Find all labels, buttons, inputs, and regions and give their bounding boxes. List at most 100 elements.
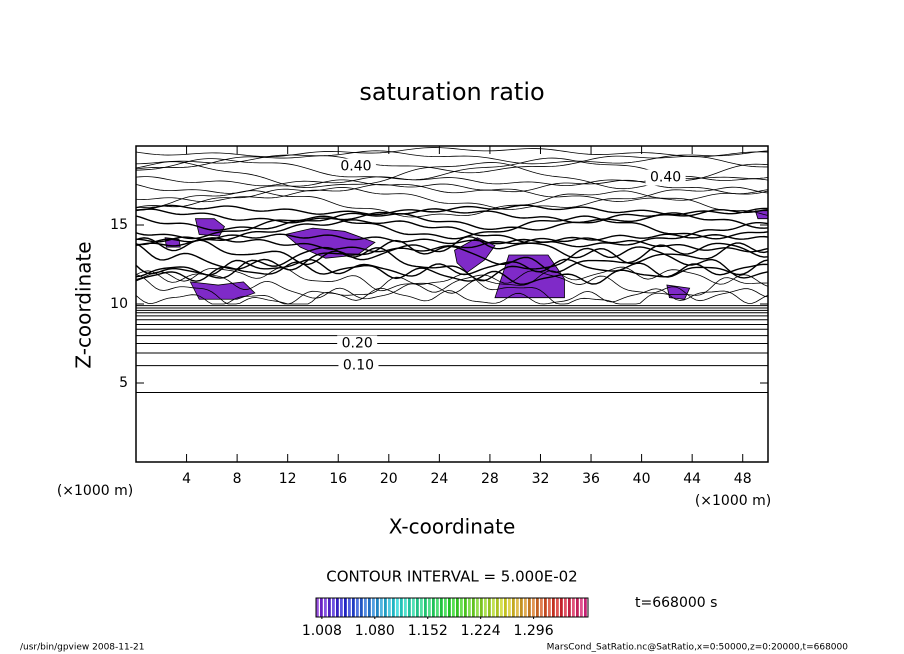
contour-line <box>135 266 769 294</box>
colorbar-cell <box>544 598 547 617</box>
colorbar-cell <box>496 598 499 617</box>
contour-line <box>135 261 769 285</box>
colorbar-cell <box>492 598 495 617</box>
colorbar-cell <box>316 598 319 617</box>
supersaturation-region <box>189 281 256 300</box>
footer-left: /usr/bin/gpview 2008-11-21 <box>20 643 144 653</box>
x-tick-label: 12 <box>279 471 297 487</box>
colorbar-cell <box>456 598 459 617</box>
chart-title: saturation ratio <box>359 78 544 106</box>
colorbar-cell <box>468 598 471 617</box>
contour-line <box>135 208 769 224</box>
contour-line <box>135 186 769 210</box>
contour-interval: CONTOUR INTERVAL = 5.000E-02 <box>326 568 577 586</box>
colorbar-cell <box>452 598 455 617</box>
contour-label: 0.40 <box>650 170 681 186</box>
colorbar-cell <box>408 598 411 617</box>
colorbar-cell <box>404 598 407 617</box>
colorbar-cell <box>424 598 427 617</box>
colorbar-cell <box>532 598 535 617</box>
contour-label: 0.40 <box>340 159 371 175</box>
x-tick-label: 36 <box>582 471 600 487</box>
colorbar-cell <box>528 598 531 617</box>
contour-line <box>135 233 769 245</box>
colorbar-cell <box>360 598 363 617</box>
y-axis-label: Z-coordinate <box>72 241 96 368</box>
colorbar-tick-label: 1.296 <box>514 623 554 639</box>
colorbar-cell <box>432 598 435 617</box>
colorbar-cell <box>508 598 511 617</box>
colorbar-cell <box>576 598 579 617</box>
colorbar-cell <box>328 598 331 617</box>
contour-line <box>135 215 769 240</box>
colorbar-cell <box>412 598 415 617</box>
colorbar-frame <box>315 597 589 618</box>
colorbar-cell <box>584 598 587 617</box>
colorbar-cell <box>332 598 335 617</box>
colorbar-cell <box>388 598 391 617</box>
colorbar-cell <box>540 598 543 617</box>
contour-line <box>135 155 769 174</box>
footer-right: MarsCond_SatRatio.nc@SatRatio,x=0:50000,… <box>547 643 849 653</box>
colorbar-cell <box>368 598 371 617</box>
colorbar-cell <box>392 598 395 617</box>
colorbar-cell <box>336 598 339 617</box>
colorbar-cell <box>500 598 503 617</box>
colorbar-cell <box>364 598 367 617</box>
supersaturation-region <box>666 284 691 300</box>
contour-label: 0.20 <box>342 336 373 352</box>
y-tick-label: 10 <box>110 296 128 312</box>
contour-label: 0.10 <box>343 358 374 374</box>
colorbar-cell <box>464 598 467 617</box>
colorbar-cell <box>572 598 575 617</box>
y-tick-label: 5 <box>119 375 128 391</box>
contour-label-bg <box>338 357 379 374</box>
contour-line <box>135 212 769 231</box>
contour-line <box>135 204 769 216</box>
colorbar-cell <box>476 598 479 617</box>
colorbar-cell <box>488 598 491 617</box>
x-tick-label: 40 <box>633 471 651 487</box>
contour-line <box>135 190 769 218</box>
x-tick-label: 48 <box>734 471 752 487</box>
colorbar-cell <box>384 598 387 617</box>
colorbar-cell <box>484 598 487 617</box>
colorbar-tick-label: 1.224 <box>461 623 501 639</box>
x-tick-label: 8 <box>233 471 242 487</box>
contour-line <box>135 147 769 158</box>
colorbar-cell <box>564 598 567 617</box>
colorbar-cell <box>480 598 483 617</box>
colorbar-cell <box>440 598 443 617</box>
time-label: t=668000 s <box>635 595 717 611</box>
colorbar-cell <box>376 598 379 617</box>
x-tick-label: 24 <box>430 471 448 487</box>
contour-line <box>135 183 769 203</box>
colorbar-cell <box>580 598 583 617</box>
colorbar-cell <box>460 598 463 617</box>
colorbar-cell <box>340 598 343 617</box>
colorbar-cell <box>472 598 475 617</box>
contour-line <box>135 246 769 282</box>
colorbar-cell <box>556 598 559 617</box>
supersaturation-region <box>494 254 565 299</box>
colorbar-cell <box>436 598 439 617</box>
supersaturation-region <box>284 227 376 259</box>
colorbar-cell <box>448 598 451 617</box>
x-tick-label: 20 <box>380 471 398 487</box>
colorbar-cell <box>552 598 555 617</box>
contour-label-bg <box>337 335 378 352</box>
colorbar-cell <box>516 598 519 617</box>
x-unit-label: (×1000 m) <box>695 493 771 509</box>
colorbar-tick-label: 1.008 <box>302 623 342 639</box>
colorbar-cell <box>380 598 383 617</box>
colorbar-cell <box>444 598 447 617</box>
colorbar-cell <box>536 598 539 617</box>
colorbar-cell <box>324 598 327 617</box>
colorbar-cell <box>420 598 423 617</box>
colorbar-cell <box>356 598 359 617</box>
colorbar-cell <box>524 598 527 617</box>
colorbar-cell <box>428 598 431 617</box>
contour-line <box>135 270 769 302</box>
x-axis-label: X-coordinate <box>389 515 516 539</box>
